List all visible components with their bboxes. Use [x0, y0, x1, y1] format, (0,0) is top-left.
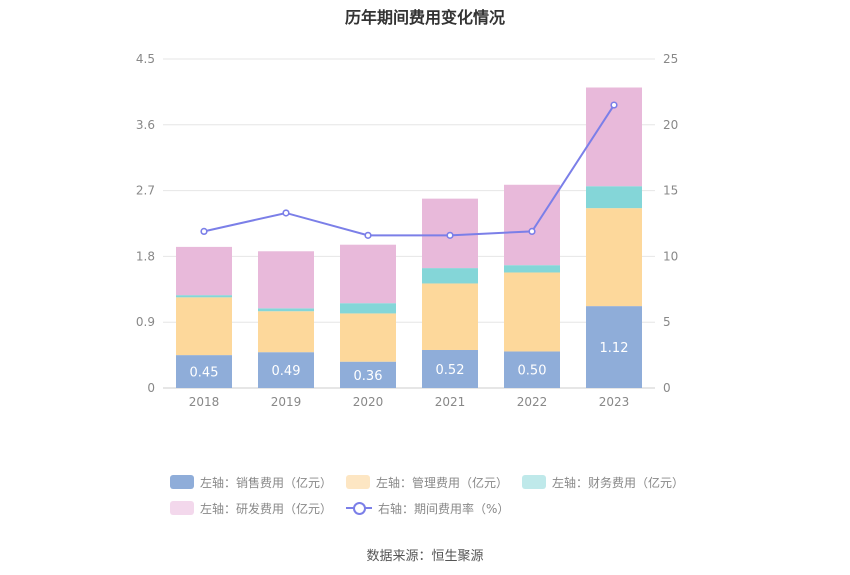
bar-mgmt — [176, 297, 232, 356]
bar-fin — [422, 268, 478, 284]
y-left-tick-label: 0.9 — [136, 315, 155, 329]
bar-data-label: 0.45 — [190, 366, 219, 381]
bar-data-label: 1.12 — [600, 341, 629, 356]
legend-swatch-rate — [346, 501, 373, 515]
chart-legend: 左轴：销售费用（亿元） 左轴：管理费用（亿元） 左轴：财务费用（亿元） 左轴：研… — [170, 470, 730, 522]
legend-item-sales[interactable]: 左轴：销售费用（亿元） — [170, 474, 332, 491]
bar-fin — [258, 308, 314, 312]
y-right-tick-label: 5 — [663, 315, 671, 329]
legend-label-rd: 左轴：研发费用（亿元） — [200, 501, 333, 516]
rate-point — [282, 209, 290, 217]
bar-mgmt — [258, 311, 314, 353]
x-tick-label: 2022 — [517, 395, 548, 409]
legend-label-mgmt: 左轴：管理费用（亿元） — [376, 475, 509, 490]
legend-item-rd[interactable]: 左轴：研发费用（亿元） — [170, 500, 332, 517]
data-source: 数据来源：恒生聚源 — [366, 549, 484, 564]
x-tick-label: 2018 — [189, 395, 220, 409]
chart-title: 历年期间费用变化情况 — [344, 8, 505, 27]
bar-fin — [586, 186, 642, 209]
x-tick-label: 2019 — [271, 395, 302, 409]
bar-mgmt — [504, 272, 560, 352]
bar-fin — [340, 303, 396, 314]
y-left-tick-label: 3.6 — [136, 118, 155, 132]
y-left-tick-label: 0 — [147, 381, 155, 395]
rate-point — [364, 231, 372, 239]
bar-data-label: 0.50 — [518, 364, 547, 379]
bar-rd — [504, 184, 560, 266]
y-left-tick-label: 1.8 — [136, 249, 155, 263]
bar-data-label: 0.49 — [272, 364, 301, 379]
bar-fin — [504, 265, 560, 273]
y-right-tick-label: 20 — [663, 118, 678, 132]
legend-swatch-sales — [170, 475, 194, 489]
y-left-tick-label: 2.7 — [136, 184, 155, 198]
bar-fin — [176, 295, 232, 298]
bar-mgmt — [586, 208, 642, 307]
rate-point — [200, 227, 208, 235]
bar-sales — [340, 361, 396, 388]
y-right-tick-label: 15 — [663, 184, 678, 198]
rate-point — [610, 101, 618, 109]
y-right-tick-label: 0 — [663, 381, 671, 395]
bar-data-label: 0.36 — [354, 369, 383, 384]
rate-point — [446, 231, 454, 239]
y-right-tick-label: 25 — [663, 52, 678, 66]
bar-sales — [586, 306, 642, 388]
x-tick-label: 2021 — [435, 395, 466, 409]
bar-sales — [258, 352, 314, 388]
rate-line — [203, 104, 615, 237]
bar-rd — [340, 244, 396, 304]
x-tick-label: 2020 — [353, 395, 384, 409]
y-left-tick-label: 4.5 — [136, 52, 155, 66]
bar-rd — [258, 251, 314, 309]
legend-label-sales: 左轴：销售费用（亿元） — [200, 475, 333, 490]
legend-item-mgmt[interactable]: 左轴：管理费用（亿元） — [346, 474, 508, 491]
bar-sales — [176, 355, 232, 388]
x-tick-label: 2023 — [599, 395, 630, 409]
bar-sales — [504, 351, 560, 388]
rate-point — [528, 227, 536, 235]
legend-label-rate: 右轴：期间费用率（%） — [378, 501, 510, 516]
legend-swatch-mgmt — [346, 475, 371, 489]
bar-mgmt — [340, 313, 396, 362]
legend-item-fin[interactable]: 左轴：财务费用（亿元） — [522, 474, 684, 491]
bar-rd — [176, 246, 232, 296]
legend-item-rate[interactable]: 右轴：期间费用率（%） — [346, 500, 509, 517]
bar-sales — [422, 349, 478, 388]
legend-label-fin: 左轴：财务费用（亿元） — [552, 475, 685, 490]
bar-data-label: 0.52 — [436, 363, 465, 378]
legend-swatch-fin — [522, 475, 547, 489]
bar-mgmt — [422, 283, 478, 350]
legend-swatch-rd — [170, 501, 194, 515]
y-right-tick-label: 10 — [663, 249, 678, 263]
